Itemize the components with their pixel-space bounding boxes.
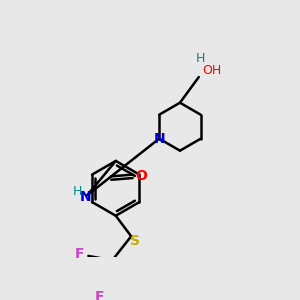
Text: H: H bbox=[72, 185, 82, 198]
Text: F: F bbox=[75, 247, 85, 261]
Text: OH: OH bbox=[202, 64, 221, 77]
Text: N: N bbox=[153, 132, 165, 146]
Text: O: O bbox=[135, 169, 147, 183]
Text: F: F bbox=[95, 290, 104, 300]
Text: H: H bbox=[196, 52, 205, 65]
Text: N: N bbox=[80, 190, 92, 204]
Text: S: S bbox=[130, 233, 140, 248]
